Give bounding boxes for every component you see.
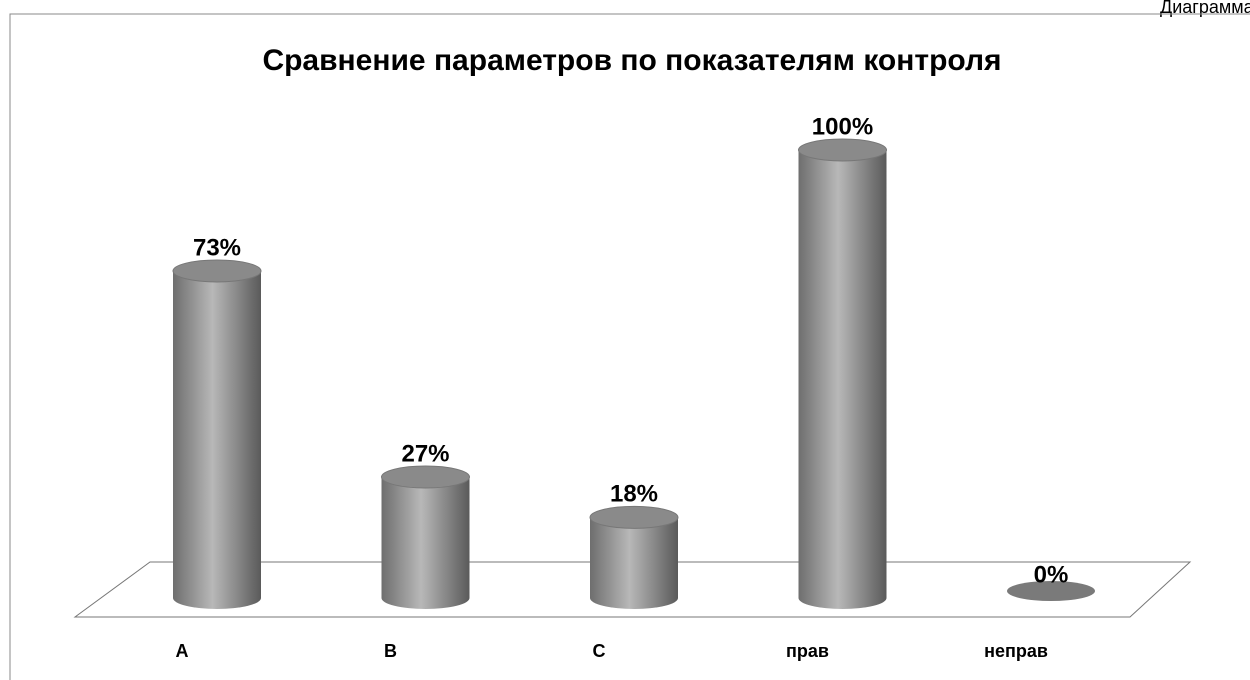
value-label: 27% [401, 440, 449, 467]
cylinder-body [381, 477, 470, 610]
cylinder-top [381, 465, 470, 489]
cylinder-top [589, 505, 679, 529]
value-label: 18% [610, 481, 658, 508]
cylinder-top [172, 259, 262, 283]
bar [381, 465, 470, 610]
cylinder-body [798, 150, 887, 610]
cylinder-body [590, 517, 678, 609]
value-label: 73% [193, 234, 241, 261]
cylinder-top [1007, 581, 1095, 601]
x-tick-label: C [593, 641, 606, 661]
x-tick-label: неправ [984, 641, 1048, 661]
x-tick-label: B [384, 641, 397, 661]
x-tick-label: A [176, 641, 189, 661]
cylinder-top [798, 138, 887, 162]
bar [1007, 581, 1095, 601]
bar [172, 259, 262, 609]
value-label: 0% [1034, 561, 1069, 588]
diagram-number: Диаграмма 1- [1160, 0, 1250, 17]
chart-title: Сравнение параметров по показателям конт… [262, 44, 1001, 77]
x-tick-label: прав [786, 641, 829, 661]
bar [798, 138, 887, 610]
value-label: 100% [812, 113, 873, 140]
cylinder-body [173, 270, 261, 609]
bar [589, 505, 679, 609]
chart-border [9, 13, 1250, 680]
